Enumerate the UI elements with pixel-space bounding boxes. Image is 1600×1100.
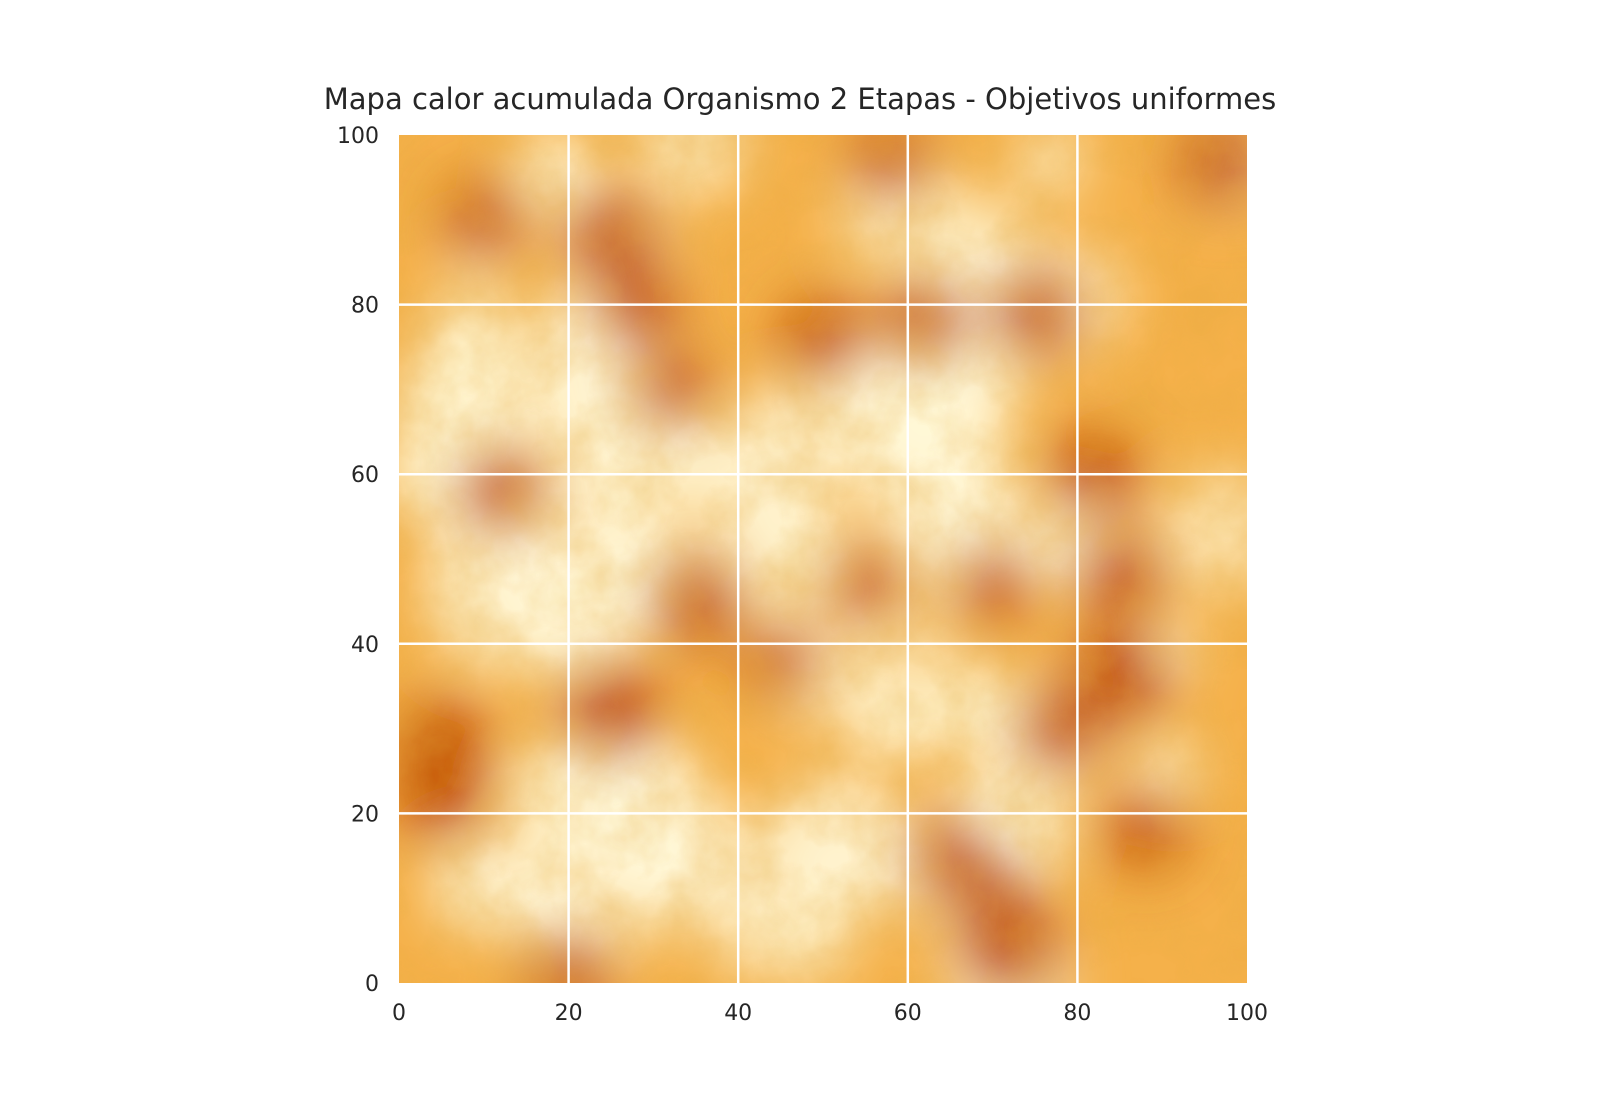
x-tick-label-3: 60 [894,1001,922,1026]
y-tick-label-4: 80 [351,294,379,319]
grid-lines [399,135,1247,983]
chart-title: Mapa calor acumulada Organismo 2 Etapas … [323,82,1277,116]
x-tick-label-4: 80 [1063,1001,1091,1026]
tick-labels: 0 20 40 60 80 100 0 20 40 60 80 100 [337,124,1268,1026]
x-tick-label-5: 100 [1226,1001,1268,1026]
y-tick-label-2: 40 [351,633,379,658]
y-tick-label-0: 0 [365,972,379,997]
y-tick-label-5: 100 [337,124,379,149]
x-tick-label-1: 20 [555,1001,583,1026]
y-tick-label-3: 60 [351,463,379,488]
heatmap-area [399,135,1247,983]
heatmap-texture [399,135,1247,983]
x-tick-label-2: 40 [724,1001,752,1026]
x-tick-label-0: 0 [392,1001,406,1026]
y-tick-label-1: 20 [351,802,379,827]
